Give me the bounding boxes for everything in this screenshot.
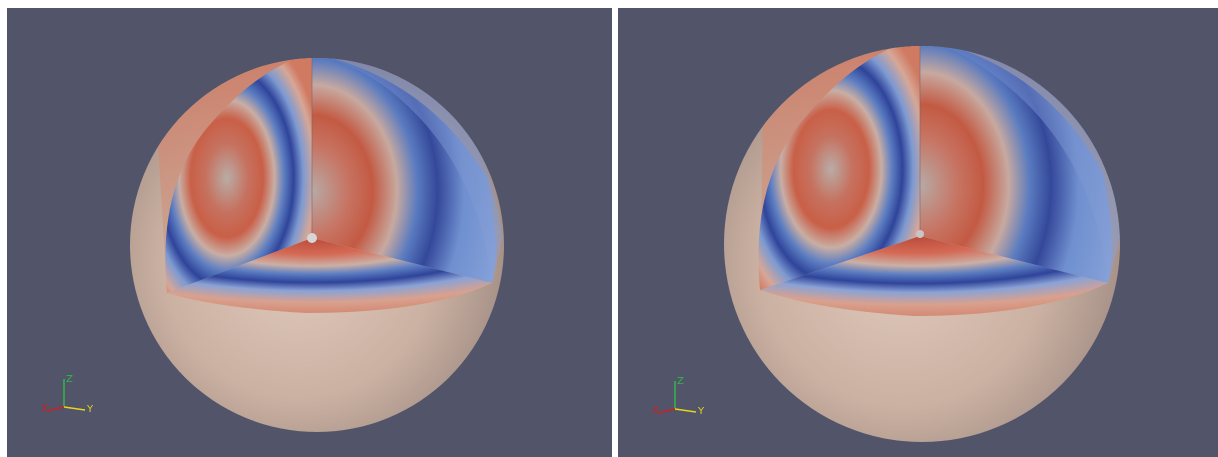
axis-z-label: Z xyxy=(677,376,684,387)
cut-face-floor xyxy=(760,236,1108,316)
orientation-axes-right: Z Y X xyxy=(652,376,705,417)
axis-y-label: Y xyxy=(697,406,705,417)
sphere-render-left: Z Y X xyxy=(41,58,504,432)
sphere-center xyxy=(307,233,317,243)
shell-upper-right xyxy=(920,46,1120,283)
cut-face-right xyxy=(920,46,1112,283)
shell-upper-right xyxy=(312,58,502,283)
axis-x-label: X xyxy=(652,405,659,416)
sphere-center xyxy=(916,230,924,238)
orientation-axes-left: Z Y X xyxy=(41,374,94,415)
axis-z-label: Z xyxy=(66,374,73,385)
cut-face-back xyxy=(165,58,312,293)
sphere-left xyxy=(130,58,504,432)
axis-x-label: X xyxy=(41,403,48,414)
cut-face-back xyxy=(758,46,920,290)
render-viewport-left[interactable]: Z Y X xyxy=(7,8,612,457)
cut-face-floor xyxy=(167,238,492,313)
cut-face-right xyxy=(312,58,496,283)
sphere-render-right: Z Y X xyxy=(652,46,1120,442)
render-viewport-right[interactable]: Z Y X xyxy=(618,8,1218,457)
sphere-right xyxy=(724,46,1120,442)
axis-y-label: Y xyxy=(86,404,94,415)
